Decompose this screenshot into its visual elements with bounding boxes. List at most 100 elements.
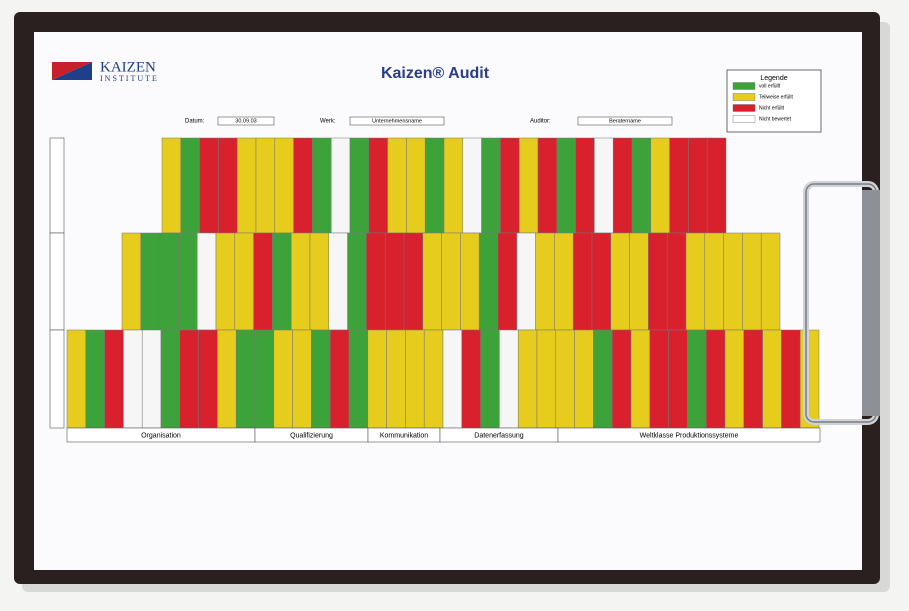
- status-cell: [424, 137, 445, 234]
- status-cell: [536, 329, 557, 429]
- status-cell: [688, 137, 708, 234]
- status-cell: [293, 137, 313, 234]
- level-labels: [49, 137, 65, 429]
- status-cell: [723, 232, 743, 331]
- status-cell: [556, 137, 576, 234]
- status-cell: [309, 232, 330, 331]
- status-cell: [461, 329, 481, 429]
- status-cell: [255, 137, 276, 234]
- status-cell: [594, 137, 614, 234]
- status-cell: [574, 329, 594, 429]
- logo: KAIZEN INSTITUTE: [52, 59, 159, 83]
- legend: Legende voll erfüllt Teilweise erfüllt Nic…: [726, 69, 822, 133]
- status-cell: [403, 232, 424, 331]
- level-box: [49, 232, 65, 331]
- status-cell: [198, 329, 218, 429]
- status-cell: [384, 232, 405, 331]
- status-cell: [386, 329, 406, 429]
- field-value: Beratername: [609, 118, 641, 124]
- category-label: Weltklasse Produktionssysteme: [640, 432, 739, 439]
- status-cell: [443, 137, 464, 234]
- status-cell: [742, 232, 762, 331]
- status-cell: [555, 329, 575, 429]
- status-cell: [480, 329, 500, 429]
- status-cell: [236, 137, 257, 234]
- level-box: [49, 137, 65, 234]
- status-cell: [724, 329, 745, 429]
- status-cell: [781, 329, 801, 429]
- logo-name: KAIZEN: [100, 59, 156, 75]
- status-cell: [535, 232, 555, 331]
- status-cell: [460, 232, 480, 331]
- status-cell: [704, 232, 724, 331]
- category-label: Organisation: [141, 432, 181, 439]
- status-cell: [648, 232, 668, 331]
- clip-hinge: [862, 190, 880, 416]
- legend-swatch: [732, 115, 756, 123]
- status-cell: [85, 329, 105, 429]
- status-cell: [159, 232, 179, 331]
- field-value: Unternehmensname: [372, 118, 422, 124]
- status-cell: [274, 137, 294, 234]
- status-cell: [743, 329, 763, 429]
- status-cell: [423, 329, 444, 429]
- status-cell: [422, 232, 442, 331]
- field-label: Auditor:: [530, 119, 551, 125]
- legend-items: voll erfüllt Teilweise erfüllt Nicht erfül…: [732, 82, 794, 123]
- status-cell: [462, 137, 482, 234]
- logo-subtitle: INSTITUTE: [100, 74, 159, 83]
- category-label: Kommunikation: [380, 432, 428, 439]
- status-cell: [104, 329, 124, 429]
- status-cell: [649, 329, 669, 429]
- status-cell: [348, 329, 369, 429]
- status-cell: [161, 137, 182, 234]
- category-cell: [557, 427, 821, 443]
- status-cell: [121, 232, 142, 331]
- status-cell: [234, 232, 254, 331]
- status-cell: [612, 137, 633, 234]
- status-cell: [610, 232, 630, 331]
- status-cell: [478, 232, 499, 331]
- clip: [803, 181, 880, 425]
- category-label: Qualifizierung: [290, 432, 333, 439]
- status-cell: [272, 232, 292, 331]
- field-box: [349, 116, 445, 126]
- status-cell: [218, 137, 238, 234]
- status-cell: [593, 329, 613, 429]
- status-cell: [328, 232, 348, 331]
- status-cell: [215, 232, 236, 331]
- field-value: 30.09.03: [235, 118, 256, 124]
- status-cell: [666, 232, 687, 331]
- status-cell: [497, 232, 518, 331]
- legend-title: Legende: [760, 75, 787, 82]
- status-cell: [591, 232, 612, 331]
- status-cell: [367, 329, 387, 429]
- status-cell: [180, 137, 200, 234]
- status-cell: [273, 329, 293, 429]
- field-box: [577, 116, 673, 126]
- category-row: Organisation Qualifizierung Kommunikation D…: [66, 427, 821, 443]
- status-cell: [254, 329, 275, 429]
- status-cell: [518, 137, 539, 234]
- status-cell: [441, 232, 461, 331]
- title: Kaizen® Audit: [381, 65, 490, 82]
- header-fields: Datum: 30.09.03 Werk: Unternehmensname Audit…: [185, 116, 673, 126]
- status-cell: [630, 329, 651, 429]
- legend-swatch: [732, 104, 756, 112]
- status-cell: [762, 329, 782, 429]
- field-label: Datum:: [185, 119, 205, 125]
- status-cell: [368, 137, 388, 234]
- status-cell: [572, 232, 593, 331]
- status-cell: [706, 137, 727, 234]
- status-cell: [687, 329, 707, 429]
- legend-label: Nicht erfüllt: [759, 105, 785, 111]
- status-cell: [685, 232, 706, 331]
- status-cell: [160, 329, 181, 429]
- status-cell: [366, 232, 386, 331]
- logo-mark: [52, 62, 92, 80]
- status-cell: [517, 329, 538, 429]
- status-cell: [290, 232, 311, 331]
- status-cell: [123, 329, 143, 429]
- status-cell: [631, 137, 652, 234]
